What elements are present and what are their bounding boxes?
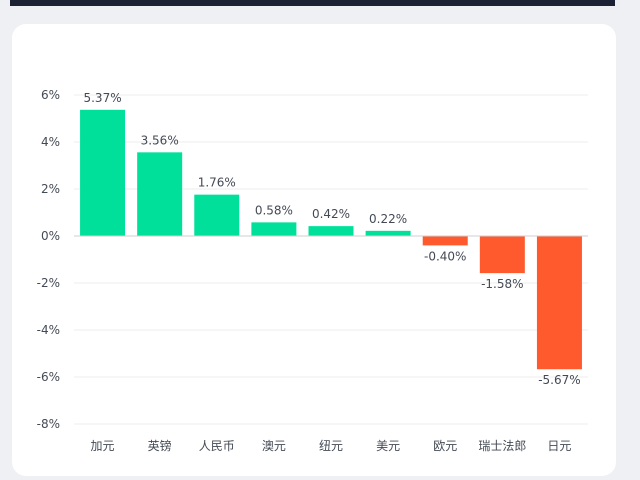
chart-card: 6% 4% 2% 0% -2% -4% -6% -8% 5.37% 3.56% 1.76% 0.58… xyxy=(12,24,616,476)
x-axis: 加元 英镑 人民币 澳元 纽元 美元 欧元 瑞士法郎 日元 xyxy=(91,438,572,453)
y-axis: 6% 4% 2% 0% -2% -4% -6% -8% xyxy=(37,88,60,431)
x-category-label: 英镑 xyxy=(148,438,172,453)
x-category-label: 美元 xyxy=(376,439,400,453)
bar xyxy=(194,194,240,236)
x-category-label: 人民币 xyxy=(199,439,235,453)
data-label: -5.67% xyxy=(538,373,580,387)
y-tick-label: 0% xyxy=(41,229,60,243)
data-labels: 5.37% 3.56% 1.76% 0.58% 0.42% 0.22% -0.40% -1.5… xyxy=(83,91,580,387)
data-label: 0.22% xyxy=(369,212,407,226)
data-label: 5.37% xyxy=(83,91,121,105)
bar xyxy=(251,222,297,236)
bar xyxy=(80,109,126,236)
y-tick-label: 6% xyxy=(41,88,60,102)
x-category-label: 瑞士法郎 xyxy=(478,439,526,453)
y-tick-label: 4% xyxy=(41,135,60,149)
bar xyxy=(308,226,354,236)
data-label: -1.58% xyxy=(481,277,523,291)
x-category-label: 澳元 xyxy=(262,439,286,453)
x-category-label: 日元 xyxy=(547,439,571,453)
y-tick-label: -6% xyxy=(37,370,60,384)
bars xyxy=(80,109,582,370)
y-tick-label: -8% xyxy=(37,417,60,431)
x-category-label: 纽元 xyxy=(319,439,343,453)
y-tick-label: 2% xyxy=(41,182,60,196)
data-label: 3.56% xyxy=(141,133,179,147)
bar xyxy=(365,230,411,236)
x-category-label: 欧元 xyxy=(433,439,457,453)
bar xyxy=(137,152,183,236)
data-label: 0.58% xyxy=(255,203,293,217)
bar xyxy=(536,236,582,370)
y-tick-label: -2% xyxy=(37,276,60,290)
bar xyxy=(422,236,468,246)
y-tick-label: -4% xyxy=(37,323,60,337)
x-category-label: 加元 xyxy=(91,439,115,453)
top-header-bar xyxy=(10,0,615,6)
bar xyxy=(479,236,525,274)
bar-chart: 6% 4% 2% 0% -2% -4% -6% -8% 5.37% 3.56% 1.76% 0.58… xyxy=(37,88,588,453)
data-label: 1.76% xyxy=(198,176,236,190)
data-label: 0.42% xyxy=(312,207,350,221)
data-label: -0.40% xyxy=(424,249,466,263)
